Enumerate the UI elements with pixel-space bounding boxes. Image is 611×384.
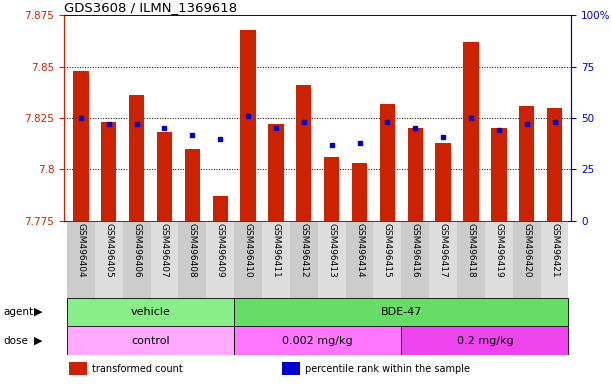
Text: 0.002 mg/kg: 0.002 mg/kg [282, 336, 353, 346]
Text: GSM496418: GSM496418 [466, 223, 475, 278]
Bar [379, 104, 395, 221]
Bar [262, 221, 290, 298]
Bar [324, 157, 339, 221]
Bar [457, 221, 485, 298]
Bar [234, 298, 568, 326]
Bar [129, 96, 144, 221]
Bar [352, 163, 367, 221]
Text: percentile rank within the sample: percentile rank within the sample [305, 364, 470, 374]
Text: GSM496410: GSM496410 [244, 223, 252, 278]
Bar [296, 85, 312, 221]
Bar [513, 221, 541, 298]
Bar [519, 106, 535, 221]
Bar [436, 143, 451, 221]
Text: dose: dose [3, 336, 28, 346]
Bar [67, 221, 95, 298]
Text: GSM496412: GSM496412 [299, 223, 309, 278]
Bar [234, 221, 262, 298]
Bar [69, 362, 87, 376]
Bar [491, 128, 507, 221]
Bar [207, 221, 234, 298]
Text: GSM496404: GSM496404 [76, 223, 86, 278]
Bar [123, 221, 150, 298]
Bar [185, 149, 200, 221]
Bar [463, 42, 478, 221]
Bar [95, 221, 123, 298]
Bar [150, 221, 178, 298]
Bar [429, 221, 457, 298]
Bar [373, 221, 401, 298]
Text: GSM496411: GSM496411 [271, 223, 280, 278]
Bar [67, 326, 234, 355]
Bar [485, 221, 513, 298]
Bar [101, 122, 117, 221]
Text: ▶: ▶ [34, 336, 42, 346]
Text: GSM496405: GSM496405 [104, 223, 113, 278]
Bar [178, 221, 207, 298]
Bar [401, 326, 568, 355]
Bar [234, 326, 401, 355]
Text: GSM496406: GSM496406 [132, 223, 141, 278]
Bar [290, 221, 318, 298]
Text: ▶: ▶ [34, 307, 42, 317]
Text: GSM496420: GSM496420 [522, 223, 531, 278]
Bar [401, 221, 429, 298]
Text: GDS3608 / ILMN_1369618: GDS3608 / ILMN_1369618 [64, 1, 237, 14]
Text: GSM496408: GSM496408 [188, 223, 197, 278]
Bar [318, 221, 346, 298]
Text: transformed count: transformed count [92, 364, 183, 374]
Text: GSM496419: GSM496419 [494, 223, 503, 278]
Bar [282, 362, 300, 376]
Bar [541, 221, 568, 298]
Text: GSM496415: GSM496415 [383, 223, 392, 278]
Bar [213, 196, 228, 221]
Text: GSM496421: GSM496421 [550, 223, 559, 278]
Text: GSM496414: GSM496414 [355, 223, 364, 278]
Bar [157, 132, 172, 221]
Bar [346, 221, 373, 298]
Text: BDE-47: BDE-47 [381, 307, 422, 317]
Text: GSM496407: GSM496407 [160, 223, 169, 278]
Bar [67, 298, 234, 326]
Bar [547, 108, 562, 221]
Bar [73, 71, 89, 221]
Text: GSM496413: GSM496413 [327, 223, 336, 278]
Text: agent: agent [3, 307, 33, 317]
Text: vehicle: vehicle [131, 307, 170, 317]
Text: 0.2 mg/kg: 0.2 mg/kg [456, 336, 513, 346]
Text: GSM496409: GSM496409 [216, 223, 225, 278]
Bar [240, 30, 256, 221]
Text: GSM496416: GSM496416 [411, 223, 420, 278]
Bar [268, 124, 284, 221]
Text: control: control [131, 336, 170, 346]
Text: GSM496417: GSM496417 [439, 223, 448, 278]
Bar [408, 128, 423, 221]
